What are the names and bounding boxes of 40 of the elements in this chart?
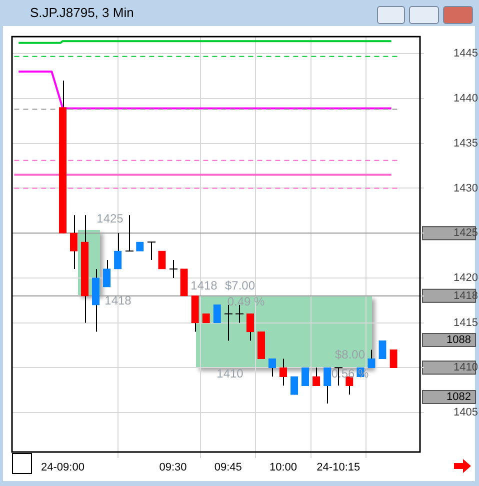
candlestick	[114, 232, 122, 270]
x-tick-label: 24-10:15	[316, 462, 360, 474]
chart-title: S.JP.J8795, 3 Min	[30, 5, 134, 20]
candlestick	[213, 304, 221, 324]
annotation: 1410	[216, 366, 244, 380]
candlestick	[125, 214, 134, 252]
candlestick	[235, 304, 244, 324]
x-tick-label: 10:00	[270, 462, 298, 474]
y-tick-label: 1420	[454, 272, 478, 284]
candlestick	[169, 260, 178, 278]
candlestick	[301, 367, 310, 386]
candlestick	[312, 367, 320, 386]
candlestick	[390, 349, 398, 368]
candlestick	[246, 313, 254, 342]
candlestick	[224, 304, 233, 342]
y-tick-label: 1440	[454, 92, 478, 105]
x-tick-label: 09:45	[214, 462, 242, 474]
annotation: $7.00	[224, 278, 256, 292]
x-tick-label: 24-09:00	[41, 462, 84, 474]
annotation: 1418	[190, 278, 218, 292]
annotation: 1425	[96, 211, 124, 226]
x-tick-label: 09:30	[159, 462, 187, 474]
candlestick	[290, 376, 298, 396]
y-tick-label: 1435	[454, 137, 478, 150]
candlestick	[368, 349, 376, 368]
annotation: 1418	[104, 293, 132, 308]
text: 1082	[446, 391, 471, 404]
candlestick	[147, 242, 156, 260]
y-tick-label: 1405	[454, 406, 478, 419]
y-tick-label: 1415	[454, 316, 478, 329]
text: 1088	[446, 334, 471, 346]
candlestick	[103, 260, 111, 288]
annotation: $8.00	[334, 347, 366, 362]
candlestick	[279, 358, 288, 386]
candlestick	[324, 367, 332, 404]
candlestick	[158, 250, 166, 270]
candlestick	[70, 214, 78, 270]
y-tick-label: 1430	[454, 182, 478, 194]
candlestick	[378, 340, 386, 360]
y-tick-label: 1445	[454, 48, 478, 60]
